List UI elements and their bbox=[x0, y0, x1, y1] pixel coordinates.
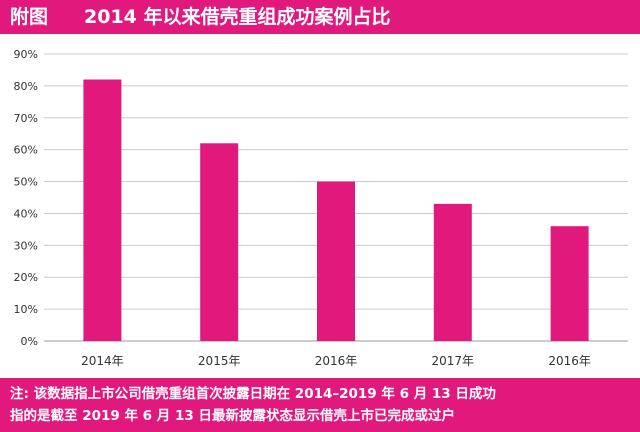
x-tick-label: 2017年 bbox=[432, 354, 475, 368]
x-tick-label: 2015年 bbox=[198, 354, 241, 368]
y-tick-label: 20% bbox=[14, 271, 38, 284]
y-tick-label: 80% bbox=[14, 80, 38, 93]
y-tick-label: 30% bbox=[14, 239, 38, 252]
bar-chart: 0% 10% 20% 30% 40% 50% 60% 70% 80% 90% 2014年 2015年… bbox=[14, 48, 628, 368]
title-bar: 附图 2014 年以来借壳重组成功案例占比 bbox=[0, 0, 640, 34]
y-tick-label: 40% bbox=[14, 207, 38, 220]
bar bbox=[317, 181, 355, 341]
figure-label: 附图 bbox=[10, 6, 49, 28]
y-axis-ticks: 0% 10% 20% 30% 40% 50% 60% 70% 80% 90% bbox=[14, 48, 38, 348]
bar bbox=[550, 226, 589, 341]
footnote-line-1: 注: 该数据指上市公司借壳重组首次披露日期在 2014–2019 年 6 月 1… bbox=[10, 386, 496, 402]
footnote-line-2: 指的是截至 2019 年 6 月 13 日最新披露状态显示借壳上市已完成或过户 bbox=[10, 408, 455, 424]
y-tick-label: 50% bbox=[14, 176, 38, 189]
x-tick-label: 2016年 bbox=[548, 354, 591, 368]
x-axis-ticks: 2014年 2015年 2016年 2017年 2016年 bbox=[81, 354, 591, 368]
x-tick-label: 2014年 bbox=[81, 354, 124, 368]
footnote-bar: 注: 该数据指上市公司借壳重组首次披露日期在 2014–2019 年 6 月 1… bbox=[0, 378, 640, 432]
y-tick-label: 60% bbox=[14, 144, 38, 157]
x-tick-label: 2016年 bbox=[315, 354, 358, 368]
y-tick-label: 0% bbox=[21, 335, 38, 348]
y-tick-label: 90% bbox=[14, 48, 38, 61]
chart-title: 2014 年以来借壳重组成功案例占比 bbox=[84, 6, 391, 28]
bar bbox=[83, 79, 122, 341]
bar bbox=[433, 203, 472, 341]
y-tick-label: 70% bbox=[14, 112, 38, 125]
y-tick-label: 10% bbox=[14, 303, 38, 316]
bars bbox=[83, 79, 589, 341]
bar bbox=[200, 143, 239, 341]
